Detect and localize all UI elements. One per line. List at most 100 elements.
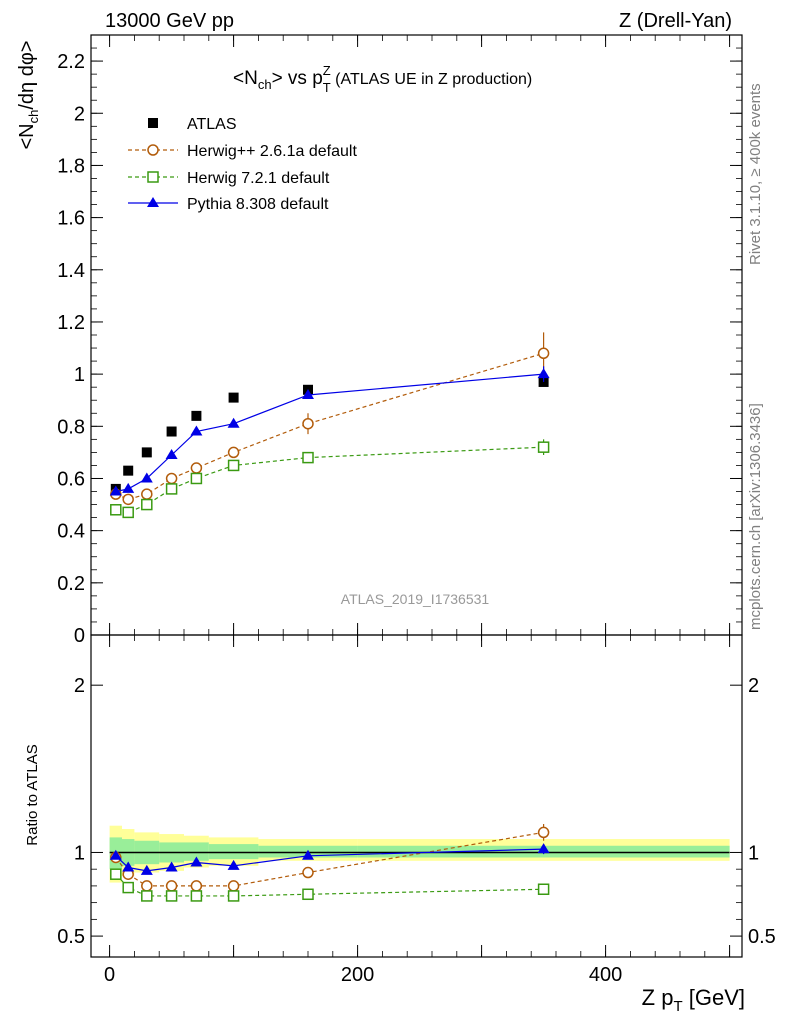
point-pythia-8-308-default-ratio-3 [165, 861, 178, 872]
point-atlas-5 [228, 392, 239, 403]
point-herwig-7-2-1-default-ratio-6 [302, 888, 314, 901]
ytick-label-2: 0.4 [57, 521, 85, 543]
title-sup: Z [323, 63, 331, 78]
ytick-label-6: 1.2 [57, 312, 85, 334]
ytick-label-right-1: 1 [748, 842, 759, 864]
main-panel: 0 0.2 0.4 0.6 0.8 1 1.2 1.4 1.6 1.8 2 2.2 [57, 34, 743, 647]
point-pythia-8-308-default-4 [190, 425, 203, 436]
point-herwig-2-6-1a-default-ratio-7 [537, 826, 550, 839]
title-mid: > vs p [272, 68, 323, 89]
ytick-label-11: 2.2 [57, 51, 85, 73]
point-herwig-7-2-1-default-ratio-1 [122, 881, 134, 894]
ytick-label-10: 2 [74, 103, 85, 125]
point-herwig-7-2-1-default-ratio-5 [227, 890, 240, 902]
point-pythia-8-308-default-0 [109, 485, 122, 496]
point-herwig-2-6-1a-default-ratio-3 [165, 880, 178, 892]
point-herwig-2-6-1a-default-2 [141, 488, 153, 500]
point-herwig-2-6-1a-default-7 [537, 347, 550, 360]
xtick-label-1: 200 [341, 964, 374, 986]
ytick-label-0: 0.5 [57, 926, 85, 948]
point-pythia-8-308-default-ratio-6 [302, 849, 314, 860]
point-pythia-8-308-default-ratio-7 [537, 843, 550, 854]
point-herwig-7-2-1-default-ratio-0 [110, 868, 122, 880]
title-tail: (ATLAS UE in Z production) [331, 71, 533, 88]
header-right: Z (Drell-Yan) [619, 10, 732, 32]
point-herwig-7-2-1-default-6 [302, 451, 314, 464]
point-herwig-7-2-1-default-ratio-7 [537, 883, 550, 896]
legend-entry-herwigpp: Herwig++ 2.6.1a default [128, 143, 357, 160]
ytick-label-8: 1.6 [57, 208, 85, 230]
point-herwig-2-6-1a-default-3 [165, 472, 178, 485]
analysis-watermark: ATLAS_2019_I1736531 [341, 591, 490, 607]
main-ylabel: <Nch/dη dφ> [16, 41, 41, 150]
ratio-panel: 0.5 0.5 1 1 2 2 0 200 400 [57, 634, 776, 986]
point-herwig-2-6-1a-default-1 [122, 493, 134, 506]
ytick-label-1: 0.2 [57, 573, 85, 595]
legend-label-herwigpp: Herwig++ 2.6.1a default [187, 143, 357, 160]
point-pythia-8-308-default-6 [302, 389, 314, 399]
band-green-5 [208, 844, 259, 860]
point-herwig-7-2-1-default-ratio-3 [165, 890, 178, 902]
ytick-label-right-0: 0.5 [748, 926, 776, 948]
point-herwig-7-2-1-default-7 [537, 441, 550, 453]
point-herwig-7-2-1-default-3 [165, 483, 178, 495]
legend-label-pythia: Pythia 8.308 default [187, 196, 329, 213]
ratio-frame [90, 634, 743, 958]
ytick-label-5: 1 [74, 364, 85, 386]
point-pythia-8-308-default-ratio-5 [227, 859, 240, 870]
point-pythia-8-308-default-7 [537, 368, 550, 379]
ratio-xlabel: Z pT [GeV] [642, 985, 745, 1015]
rivet-label: Rivet 3.1.10, ≥ 400k events [747, 83, 764, 265]
legend-entry-atlas: ATLAS [148, 116, 237, 133]
legend-marker-atlas [148, 118, 158, 128]
point-herwig-2-6-1a-default-4 [190, 462, 203, 474]
point-atlas-3 [166, 426, 177, 437]
ratio-ylabel: Ratio to ATLAS [24, 744, 41, 845]
legend-label-atlas: ATLAS [187, 116, 237, 133]
mcplots-label: mcplots.cern.ch [arXiv:1306.3436] [747, 403, 764, 630]
ytick-label-4: 0.8 [57, 416, 85, 438]
ytick-label-right-2: 2 [748, 675, 759, 697]
point-atlas-2 [141, 447, 152, 458]
point-pythia-8-308-default-5 [227, 417, 240, 428]
ytick-label-0: 0 [74, 625, 85, 647]
point-atlas-1 [123, 465, 134, 476]
title-sub: ch [258, 77, 272, 92]
ytick-label-9: 1.8 [57, 155, 85, 177]
point-pythia-8-308-default-ratio-1 [122, 861, 135, 872]
series-line-pythia-8-308-default [115, 373, 544, 493]
legend-label-herwig7: Herwig 7.2.1 default [187, 170, 330, 187]
point-pythia-8-308-default-ratio-4 [190, 856, 203, 867]
point-herwig-7-2-1-default-1 [122, 506, 134, 519]
band-green-4 [184, 842, 209, 861]
main-title: <Nch> vs pZ T (ATLAS UE in Z production) [233, 63, 532, 95]
series-line-herwig-2-6-1a-default [115, 352, 544, 500]
header-left: 13000 GeV pp [105, 10, 234, 32]
point-herwig-7-2-1-default-2 [141, 498, 153, 511]
legend-marker-pythia [147, 197, 159, 207]
point-pythia-8-308-default-3 [165, 449, 178, 459]
point-herwig-7-2-1-default-ratio-4 [190, 890, 203, 902]
legend-entry-herwig7: Herwig 7.2.1 default [128, 170, 330, 187]
legend: ATLAS Herwig++ 2.6.1a default Herwig 7.2… [128, 116, 357, 213]
point-herwig-7-2-1-default-4 [190, 472, 203, 485]
ytick-label-7: 1.4 [57, 260, 85, 282]
point-herwig-7-2-1-default-ratio-2 [141, 890, 153, 902]
point-pythia-8-308-default-ratio-0 [109, 849, 122, 860]
series-line-herwig-7-2-1-default-ratio [115, 873, 544, 897]
point-herwig-2-6-1a-default-6 [302, 417, 314, 430]
ytick-label-1: 1 [74, 842, 85, 864]
point-herwig-7-2-1-default-5 [227, 459, 240, 472]
point-herwig-2-6-1a-default-ratio-2 [141, 880, 153, 892]
series-line-herwig-7-2-1-default [115, 446, 544, 514]
point-atlas-4 [191, 410, 202, 421]
point-herwig-2-6-1a-default-ratio-6 [302, 866, 314, 879]
legend-entry-pythia: Pythia 8.308 default [128, 196, 329, 213]
xtick-label-2: 400 [589, 964, 622, 986]
title-main: <N [233, 68, 258, 89]
point-herwig-2-6-1a-default-ratio-4 [190, 880, 203, 892]
ytick-label-3: 0.6 [57, 468, 85, 490]
point-pythia-8-308-default-2 [140, 472, 153, 483]
legend-marker-herwigpp [147, 144, 159, 156]
